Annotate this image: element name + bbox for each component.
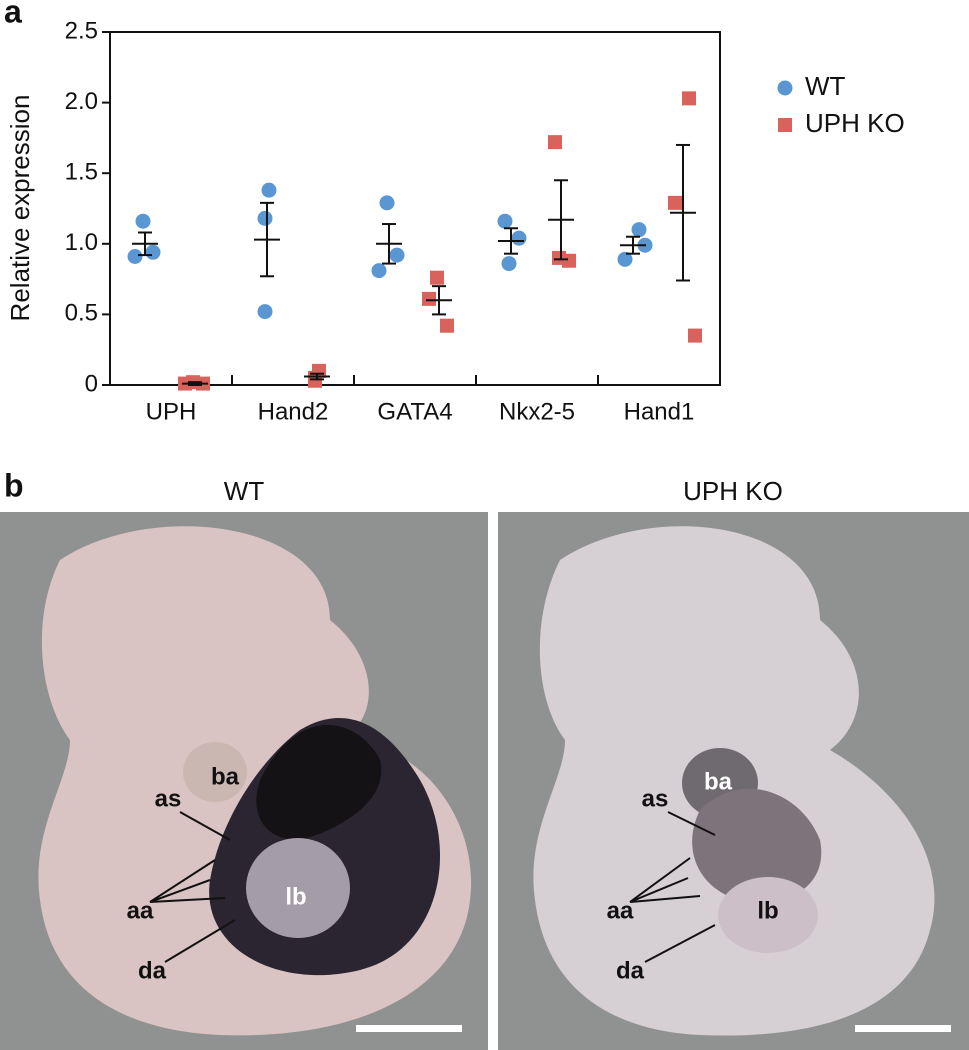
image-annotation: ba	[211, 763, 240, 790]
wt-point	[631, 222, 647, 238]
ko-point	[548, 135, 562, 150]
y-tick-label: 1.5	[65, 159, 98, 186]
image-title: WT	[224, 476, 265, 506]
image-annotation: aa	[607, 897, 634, 924]
y-tick-label: 0	[85, 370, 98, 397]
image-wt	[0, 512, 488, 1050]
legend-marker	[777, 80, 793, 96]
image-ko	[498, 512, 969, 1050]
wt-point	[379, 195, 395, 211]
ko-point	[552, 250, 566, 265]
y-tick-label: 1.0	[65, 229, 98, 256]
panel-label: a	[4, 0, 22, 29]
category-dividers	[231, 375, 599, 385]
x-tick-label: GATA4	[377, 398, 452, 425]
ko-point	[682, 91, 696, 106]
ko-point	[668, 195, 682, 210]
y-tick-label: 0.5	[65, 300, 98, 327]
plot-frame	[109, 31, 721, 386]
wt-point	[261, 182, 277, 198]
image-annotation: as	[155, 785, 182, 812]
y-tick-label: 2.0	[65, 88, 98, 115]
panel-label: b	[4, 467, 24, 503]
ko-point	[430, 270, 444, 285]
ko-point	[688, 328, 702, 343]
ko-point	[440, 318, 454, 333]
legend-marker	[778, 118, 792, 132]
wt-point	[389, 247, 405, 263]
image-title: UPH KO	[683, 476, 783, 506]
y-axis-label: Relative expression	[5, 95, 35, 322]
image-annotation: ba	[704, 768, 733, 795]
image-annotation: lb	[285, 883, 306, 910]
wt-point	[257, 210, 273, 226]
x-tick-label: UPH	[146, 398, 197, 425]
wt-point	[497, 213, 513, 229]
legend-label: UPH KO	[805, 108, 905, 138]
wt-point	[127, 249, 143, 265]
y-tick-label: 2.5	[65, 17, 98, 44]
x-tick-label: Hand2	[258, 398, 329, 425]
image-annotation: as	[642, 785, 669, 812]
wt-point	[617, 251, 633, 267]
legend-label: WT	[805, 71, 846, 101]
wt-point	[145, 244, 161, 260]
x-tick-label: Hand1	[624, 398, 695, 425]
image-annotation: aa	[127, 897, 154, 924]
wt-point	[511, 230, 527, 246]
wt-point	[135, 213, 151, 229]
wt-point	[257, 304, 273, 320]
x-tick-label: Nkx2-5	[499, 398, 575, 425]
image-annotation: lb	[757, 897, 778, 924]
image-annotation: da	[616, 957, 645, 984]
image-annotation: da	[138, 957, 167, 984]
ko-point	[422, 291, 436, 306]
wt-point	[371, 263, 387, 279]
wt-point	[501, 256, 517, 272]
